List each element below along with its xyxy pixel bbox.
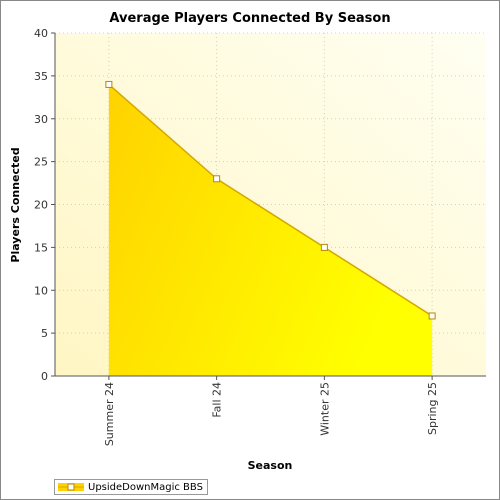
- y-tick-label: 40: [34, 27, 48, 40]
- y-tick-label: 0: [41, 370, 48, 383]
- chart-title: Average Players Connected By Season: [109, 11, 390, 26]
- x-ticks: Summer 24 Fall 24 Winter 25 Spring 25: [103, 376, 439, 446]
- x-tick-label: Winter 25: [318, 382, 331, 436]
- legend-label: UpsideDownMagic BBS: [88, 481, 203, 493]
- y-tick-label: 20: [34, 199, 48, 212]
- y-tick-label: 30: [34, 113, 48, 126]
- data-point: [428, 312, 436, 320]
- y-tick-label: 10: [34, 284, 48, 297]
- y-tick-label: 25: [34, 156, 48, 169]
- legend: UpsideDownMagic BBS: [54, 479, 208, 495]
- series-line: [108, 83, 433, 317]
- x-tick-label: Summer 24: [103, 382, 116, 446]
- data-point: [105, 80, 113, 88]
- y-tick-label: 35: [34, 70, 48, 83]
- series-points: [105, 80, 436, 320]
- data-point: [213, 175, 221, 183]
- y-ticks: 0 5 10 15 20 25 30 35 40: [34, 27, 55, 383]
- x-tick-label: Spring 25: [426, 382, 439, 435]
- legend-swatch-icon: [58, 483, 84, 491]
- series-area: [108, 84, 433, 376]
- y-tick-label: 5: [41, 327, 48, 340]
- x-axis-label: Season: [248, 459, 293, 472]
- y-tick-label: 15: [34, 241, 48, 254]
- y-axis-label: Players Connected: [9, 147, 22, 262]
- data-point: [320, 243, 328, 251]
- series-area-group: [108, 83, 433, 376]
- x-tick-label: Fall 24: [211, 382, 224, 418]
